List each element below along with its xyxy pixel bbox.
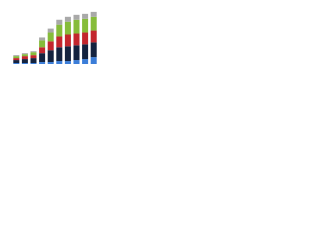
bar-segment — [39, 53, 46, 63]
bar-segment — [39, 37, 46, 41]
bar-segment — [13, 55, 20, 57]
bar-segment — [47, 50, 54, 63]
bar-segment — [47, 41, 54, 51]
bar-segment — [30, 58, 37, 64]
bar-segment — [90, 16, 97, 31]
bar-segment — [13, 63, 20, 64]
bar-segment — [64, 16, 71, 22]
bar-segment — [21, 53, 28, 55]
bar-segment — [90, 42, 97, 58]
bar-segment — [21, 54, 28, 57]
bar-segment — [13, 60, 20, 64]
bar-segment — [39, 40, 46, 48]
chart — [13, 11, 97, 64]
bar-segment — [56, 47, 63, 62]
bar-segment — [90, 30, 97, 43]
bar-segment — [39, 62, 46, 64]
bar-segment — [73, 33, 80, 46]
bar-segment — [90, 57, 97, 64]
bar-segment — [82, 44, 89, 60]
bar-segment — [47, 32, 54, 42]
bar-segment — [30, 51, 37, 53]
bar-segment — [73, 19, 80, 34]
bar-segment — [64, 34, 71, 47]
bar-segment — [47, 28, 54, 33]
bar-segment — [82, 59, 89, 64]
bar-segment — [39, 47, 46, 54]
bar-segment — [47, 62, 54, 64]
bar-segment — [56, 19, 63, 25]
bar-segment — [30, 63, 37, 64]
bar-segment — [13, 56, 20, 59]
bar-segment — [82, 18, 89, 33]
page: {"chart_data": {"type": "stacked-bar", "… — [0, 0, 100, 71]
bar-segment — [64, 21, 71, 35]
bar-segment — [21, 59, 28, 64]
bar-segment — [30, 55, 37, 59]
bar-segment — [30, 52, 37, 56]
bar-segment — [73, 45, 80, 61]
bar-segment — [56, 36, 63, 48]
bar-segment — [64, 61, 71, 64]
bar-segment — [90, 11, 97, 17]
bar-segment — [82, 13, 89, 19]
bar-segment — [56, 24, 63, 37]
bar-segment — [82, 32, 89, 45]
bar-segment — [64, 46, 71, 62]
bar-segment — [21, 56, 28, 60]
bar-segment — [73, 14, 80, 20]
bar-segment — [73, 60, 80, 64]
bar-segment — [21, 63, 28, 64]
bar-segment — [56, 61, 63, 64]
bar-segment — [13, 58, 20, 61]
